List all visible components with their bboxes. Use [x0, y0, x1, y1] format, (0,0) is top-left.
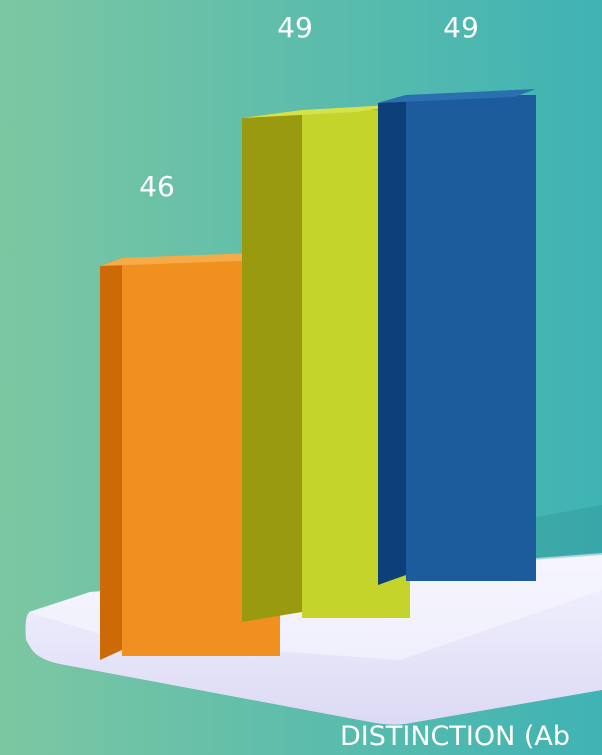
x-axis-label: DISTINCTION (Ab: [340, 721, 570, 752]
bar-top: [242, 104, 410, 118]
bars-layer: [100, 89, 536, 660]
bar-front: [406, 95, 536, 581]
bar-top: [378, 89, 536, 103]
bar-3: [378, 89, 536, 585]
bar-side: [100, 258, 122, 660]
bar-value-label: 49: [277, 11, 313, 44]
bar-side: [242, 110, 302, 622]
value-labels: 46 49 49: [139, 11, 479, 203]
bar-top: [100, 252, 280, 266]
bar-value-label: 49: [443, 11, 479, 44]
bar-value-label: 46: [139, 170, 175, 203]
bar-side: [378, 95, 406, 585]
